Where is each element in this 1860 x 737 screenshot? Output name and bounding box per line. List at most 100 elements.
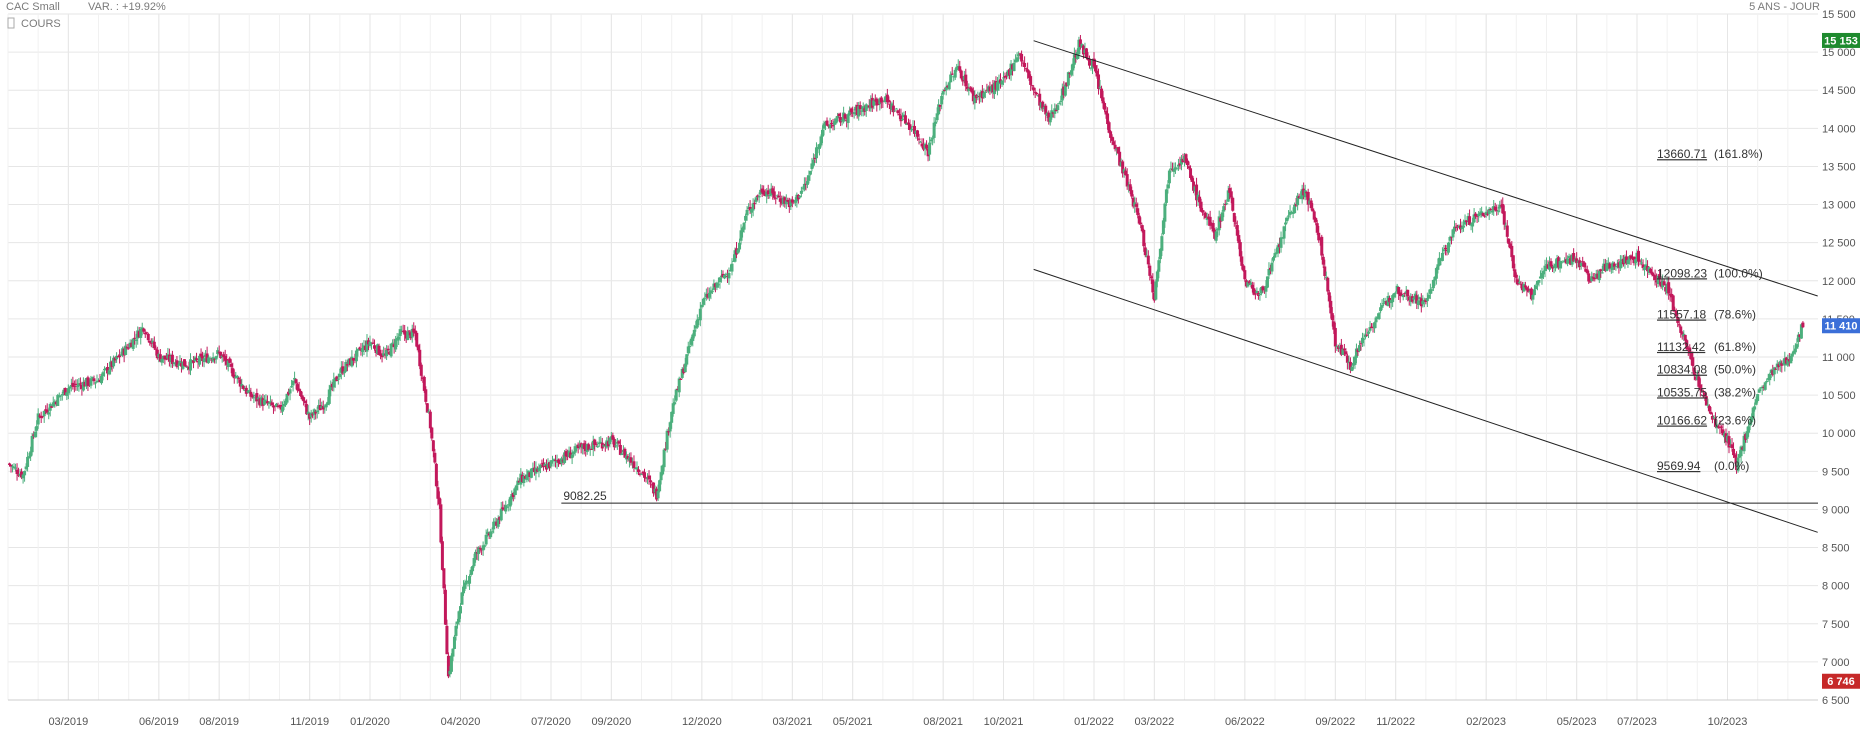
- candle-body: [1060, 88, 1064, 101]
- candle-body: [1401, 295, 1405, 298]
- candle-body: [496, 518, 500, 527]
- candle-body: [507, 504, 511, 506]
- candle-body: [845, 120, 849, 122]
- candle-body: [1389, 299, 1393, 304]
- candle-body: [605, 440, 609, 448]
- candle-body: [368, 341, 372, 346]
- candle-body: [1167, 170, 1171, 184]
- candle-body: [822, 123, 826, 129]
- candle-body: [695, 319, 699, 328]
- candle-body: [656, 491, 660, 499]
- candle-body: [554, 459, 558, 461]
- candle-body: [1050, 110, 1054, 118]
- candle-body: [821, 129, 824, 137]
- candle-body: [1178, 163, 1182, 166]
- candle-body: [62, 389, 66, 394]
- candle-body: [1590, 276, 1594, 281]
- candle-body: [1041, 101, 1045, 109]
- candle-body: [383, 354, 387, 356]
- candle-body: [1397, 287, 1401, 295]
- candle-body: [1581, 261, 1585, 263]
- candle-body: [644, 477, 648, 479]
- candle-body: [1350, 366, 1354, 371]
- candle-body: [1282, 226, 1286, 239]
- candle-body: [780, 200, 784, 204]
- candle-body: [940, 96, 944, 105]
- candle-body: [504, 505, 508, 512]
- candle-body: [448, 670, 452, 675]
- candle-body: [403, 330, 407, 335]
- candle-body: [925, 144, 929, 149]
- candle-body: [1290, 212, 1294, 214]
- candle-body: [1762, 386, 1766, 388]
- candle-body: [15, 469, 19, 475]
- candle-body: [1614, 266, 1618, 268]
- candle-body: [1341, 349, 1345, 355]
- candle-body: [584, 447, 588, 451]
- candle-body: [1548, 261, 1552, 270]
- candle-body: [401, 330, 405, 332]
- candle-body: [112, 357, 116, 367]
- candle-body: [1481, 212, 1485, 216]
- candle-body: [748, 206, 752, 211]
- candle-body: [1587, 273, 1591, 282]
- candle-body: [949, 74, 953, 83]
- candle-body: [101, 372, 105, 377]
- candle-body: [1406, 289, 1410, 297]
- candle-body: [1673, 310, 1677, 312]
- y-tick-label: 9 500: [1822, 466, 1850, 478]
- candle-body: [1333, 327, 1337, 347]
- candle-body: [1658, 274, 1662, 280]
- candle-body: [594, 443, 598, 445]
- candle-body: [1428, 289, 1432, 294]
- x-tick-label: 11/2019: [290, 716, 329, 728]
- candle-body: [1683, 334, 1687, 341]
- period-label[interactable]: 5 ANS - JOUR: [1749, 1, 1820, 13]
- candle-body: [1015, 57, 1019, 62]
- candle-body: [549, 460, 553, 467]
- candle-body: [1347, 361, 1351, 364]
- candle-body: [1507, 238, 1511, 244]
- candle-body: [157, 354, 161, 358]
- candle-body: [130, 342, 134, 348]
- candle-body: [1238, 242, 1242, 257]
- candle-body: [9, 464, 13, 467]
- candle-body: [747, 207, 751, 209]
- candle-body: [516, 480, 520, 486]
- x-tick-label: 03/2022: [1134, 716, 1174, 728]
- candle-body: [1446, 242, 1450, 253]
- candle-body: [1564, 259, 1568, 264]
- candle-body: [1075, 52, 1079, 60]
- candle-body: [1030, 85, 1034, 87]
- candle-body: [1759, 387, 1763, 389]
- candle-body: [148, 340, 152, 343]
- candle-body: [342, 371, 346, 374]
- candle-body: [1118, 151, 1122, 166]
- candle-body: [261, 398, 265, 406]
- candle-body: [1386, 295, 1390, 307]
- candle-body: [692, 329, 696, 337]
- candle-body: [1700, 389, 1704, 391]
- candle-body: [131, 338, 135, 349]
- candle-body: [1498, 204, 1502, 209]
- fib-level-value: 11132.42: [1657, 340, 1706, 354]
- candle-body: [437, 497, 441, 505]
- candle-body: [1721, 429, 1725, 436]
- candle-body: [202, 358, 206, 363]
- candle-body: [1600, 272, 1604, 274]
- candle-body: [688, 345, 692, 348]
- candle-body: [231, 368, 235, 377]
- candle-body: [66, 388, 70, 393]
- candle-body: [1499, 205, 1503, 207]
- candle-body: [670, 411, 674, 423]
- candle-body: [468, 576, 472, 584]
- candle-body: [1801, 322, 1805, 328]
- candle-body: [551, 460, 555, 462]
- candle-body: [1623, 256, 1627, 263]
- fib-level-pct: (23.6%): [1714, 414, 1756, 428]
- candle-body: [27, 456, 31, 459]
- candle-body: [145, 332, 149, 334]
- candle-body: [1436, 264, 1440, 270]
- candle-body: [1440, 252, 1444, 261]
